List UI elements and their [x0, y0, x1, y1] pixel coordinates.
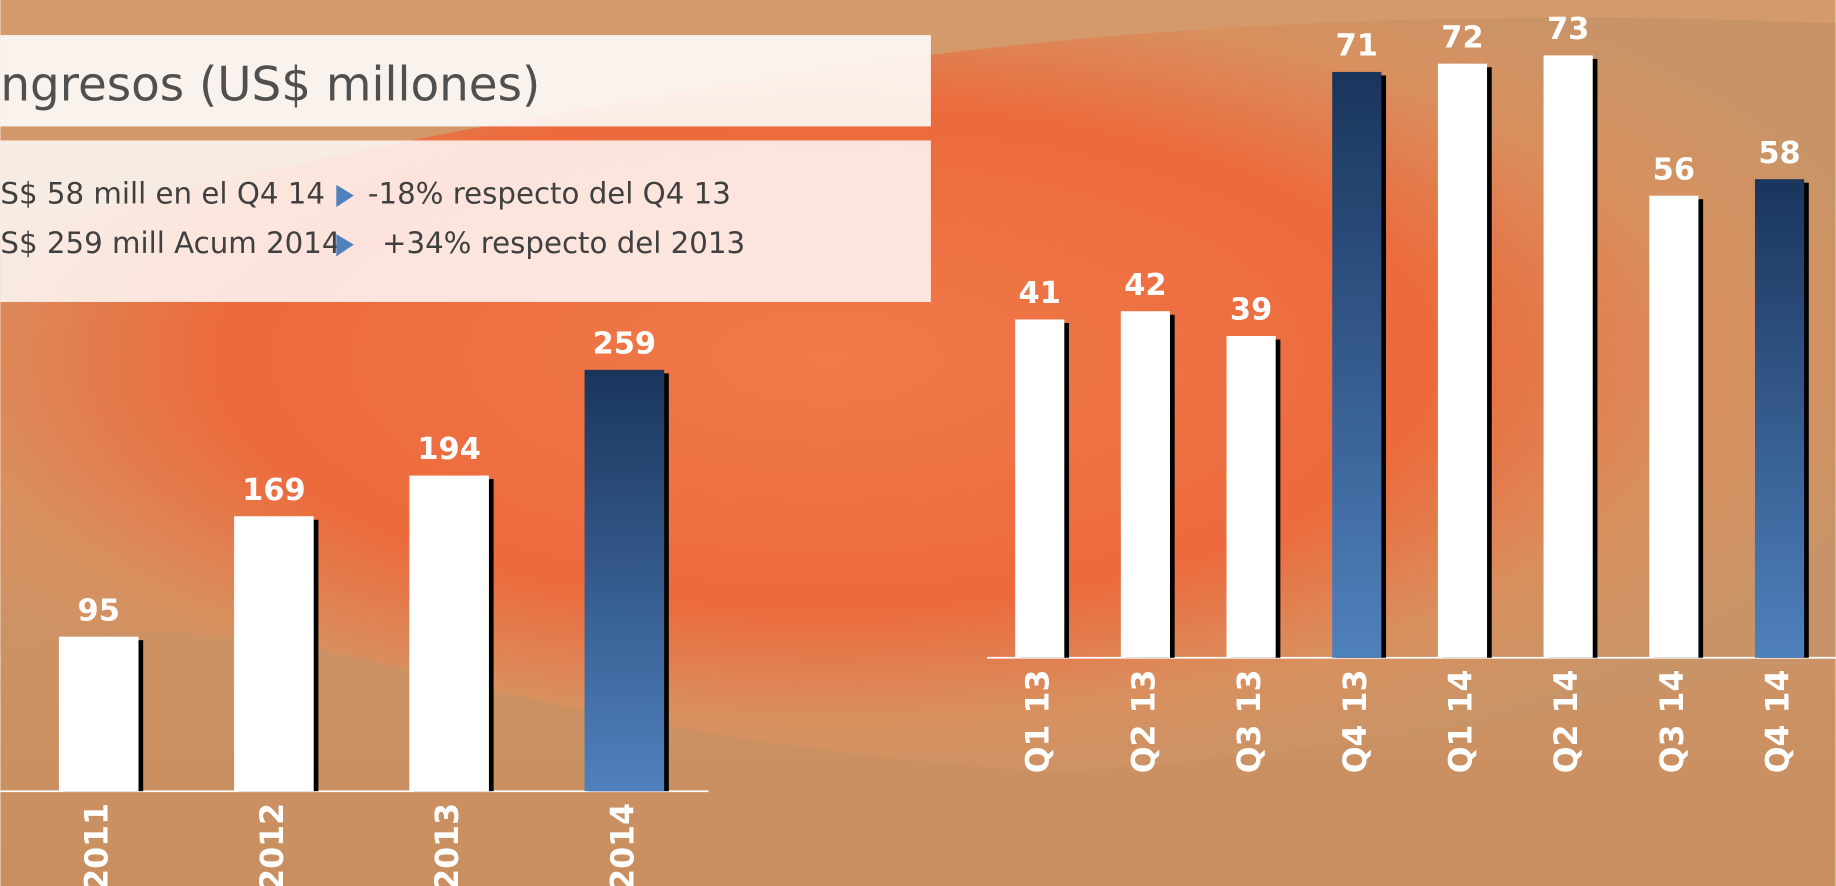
data-label: 72 [1441, 20, 1483, 55]
x-tick-label: Q3 14 [1655, 669, 1691, 773]
data-label: 71 [1336, 29, 1378, 64]
bar [59, 637, 139, 792]
x-tick-label: Q2 13 [1126, 669, 1162, 773]
bar [234, 516, 314, 791]
data-label: 39 [1230, 293, 1272, 328]
x-tick-label: 2011 [80, 803, 116, 886]
data-label: 42 [1124, 268, 1166, 303]
bar [1015, 319, 1064, 657]
data-label: 259 [593, 326, 657, 361]
data-label: 194 [417, 432, 481, 467]
chart-title: ngresos (US$ millones) [0, 59, 540, 113]
x-tick-label: Q4 14 [1761, 669, 1797, 773]
annotation: S$ 58 mill en el Q4 14 [0, 177, 325, 211]
x-tick-label: Q1 13 [1021, 669, 1057, 773]
bar [1227, 336, 1276, 658]
slide: ngresos (US$ millones) S$ 58 mill en el … [0, 0, 1836, 886]
x-tick-label: 2012 [255, 803, 291, 886]
bar [1649, 196, 1698, 658]
annotation-box [0, 140, 930, 302]
bar [1332, 72, 1381, 658]
data-label: 169 [242, 473, 306, 508]
data-label: 56 [1653, 152, 1695, 187]
data-label: 41 [1019, 276, 1061, 311]
x-tick-label: Q1 14 [1443, 669, 1479, 773]
data-label: 58 [1758, 136, 1800, 171]
bar [1544, 55, 1593, 657]
bar [1121, 311, 1170, 658]
annotation: S$ 259 mill Acum 2014 [0, 226, 340, 260]
bar [409, 476, 489, 792]
x-tick-label: 2014 [605, 803, 641, 886]
x-tick-label: 2013 [430, 803, 466, 886]
data-label: 95 [78, 593, 120, 628]
x-tick-label: Q3 13 [1232, 669, 1268, 773]
bar [1755, 179, 1804, 658]
bar [1438, 64, 1487, 658]
x-tick-label: Q4 13 [1338, 669, 1374, 773]
x-tick-label: Q2 14 [1549, 669, 1585, 773]
bar [585, 370, 665, 791]
annotation-note: -18% respecto del Q4 13 [368, 177, 731, 211]
annotation-note: +34% respecto del 2013 [382, 226, 745, 260]
data-label: 73 [1547, 12, 1589, 47]
